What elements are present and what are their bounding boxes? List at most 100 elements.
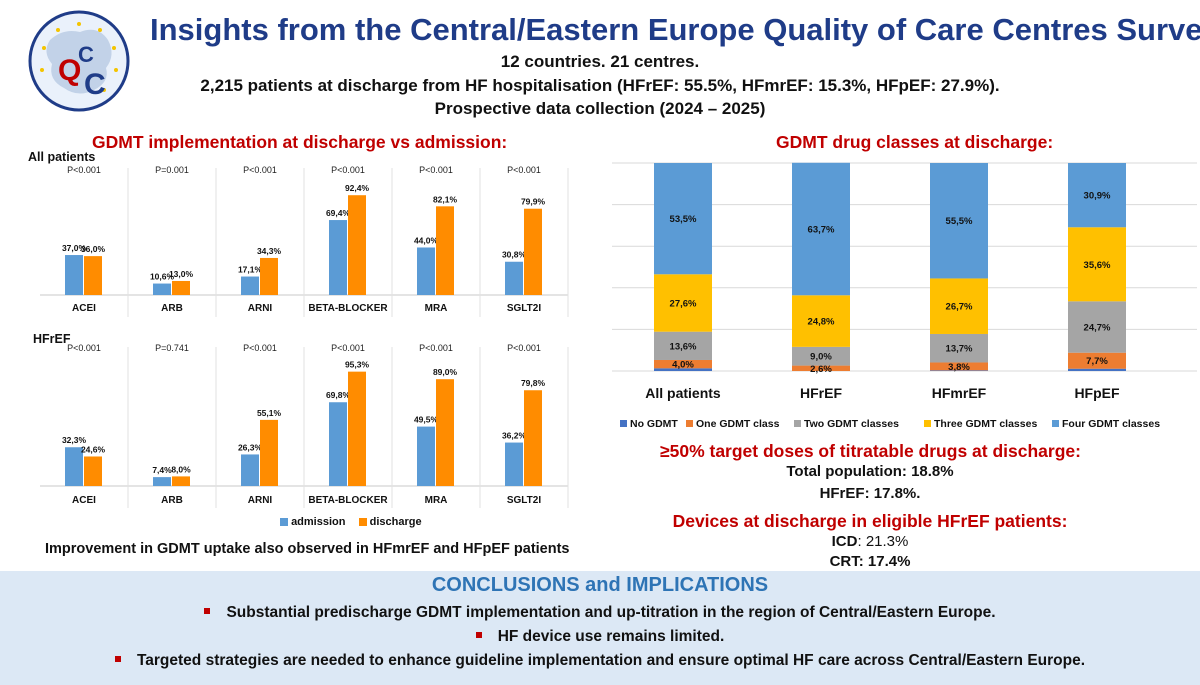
data-label-discharge-sglt2i: 79,8% xyxy=(521,378,546,388)
data-label-admission-sglt2i: 30,8% xyxy=(502,250,527,260)
segment-label-one-gdmt-class-hfmref: 3,8% xyxy=(948,362,970,373)
data-label-admission-beta-blocker: 69,8% xyxy=(326,390,351,400)
segment-no-gdmt-hfmref xyxy=(930,370,988,371)
segment-label-two-gdmt-classes-hfpef: 24,7% xyxy=(1084,323,1111,334)
segment-label-two-gdmt-classes-hfref: 9,0% xyxy=(810,352,832,363)
category-label-hfref: HFrEF xyxy=(800,385,842,401)
category-label-mra: MRA xyxy=(425,495,448,506)
segment-label-three-gdmt-classes-hfmref: 26,7% xyxy=(946,302,973,313)
legend-swatch-two-gdmt-classes xyxy=(794,420,801,427)
legend-swatch-three-gdmt-classes xyxy=(924,420,931,427)
bar-discharge-mra xyxy=(436,206,454,295)
category-label-arni: ARNI xyxy=(248,495,273,506)
conclusion-text-3: Targeted strategies are needed to enhanc… xyxy=(136,652,1086,669)
segment-no-gdmt-all-patients xyxy=(654,368,712,371)
grouped-legend: admission discharge xyxy=(280,516,422,528)
category-label-hfmref: HFmrEF xyxy=(932,385,987,401)
segment-two-gdmt-classes-all-patients xyxy=(654,331,712,360)
conclusion-bullet-3: Targeted strategies are needed to enhanc… xyxy=(0,652,1200,670)
bar-admission-arni xyxy=(241,454,259,486)
data-label-discharge-acei: 36,0% xyxy=(81,244,106,254)
legend-swatch-no-gdmt xyxy=(620,420,627,427)
segment-one-gdmt-class-hfmref xyxy=(930,362,988,371)
conclusion-text-2: HF device use remains limited. xyxy=(497,628,725,645)
data-label-admission-arni: 17,1% xyxy=(238,265,263,275)
p-value-label: P<0.001 xyxy=(419,343,453,353)
bar-admission-acei xyxy=(65,255,83,295)
panel-label-all-patients: All patients xyxy=(28,150,96,164)
gdmt-implementation-title: GDMT implementation at discharge vs admi… xyxy=(92,132,508,152)
conclusion-text-1: Substantial predischarge GDMT implementa… xyxy=(226,604,996,621)
bar-admission-beta-blocker xyxy=(329,220,347,295)
bar-discharge-arb xyxy=(172,280,190,295)
bar-discharge-arb xyxy=(172,476,190,486)
bar-admission-arni xyxy=(241,276,259,295)
p-value-label: P<0.001 xyxy=(67,165,101,175)
legend-label-three-gdmt-classes: Three GDMT classes xyxy=(934,418,1037,430)
legend-label-four-gdmt-classes: Four GDMT classes xyxy=(1062,418,1160,430)
subtitle-patients: 2,215 patients at discharge from HF hosp… xyxy=(200,76,1000,95)
segment-two-gdmt-classes-hfmref xyxy=(930,333,988,363)
target-doses-title: ≥50% target doses of titratable drugs at… xyxy=(660,441,1081,461)
data-label-discharge-arb: 8,0% xyxy=(171,464,191,474)
segment-label-two-gdmt-classes-hfmref: 13,7% xyxy=(946,344,973,355)
bar-discharge-acei xyxy=(84,456,102,486)
bar-discharge-arni xyxy=(260,419,278,486)
segment-label-one-gdmt-class-hfpef: 7,7% xyxy=(1086,356,1108,367)
conclusions-box xyxy=(0,571,1200,685)
devices-icd: ICD: 21.3% xyxy=(720,533,1020,550)
segment-four-gdmt-classes-hfpef xyxy=(1068,163,1126,228)
bar-discharge-sglt2i xyxy=(524,390,542,486)
bar-admission-acei xyxy=(65,447,83,486)
target-total-population: Total population: 18.8% xyxy=(786,463,954,480)
segment-three-gdmt-classes-hfpef xyxy=(1068,227,1126,302)
data-label-discharge-sglt2i: 79,9% xyxy=(521,197,546,207)
bar-admission-sglt2i xyxy=(505,442,523,486)
p-value-label: P<0.001 xyxy=(243,165,277,175)
legend-label-one-gdmt-class: One GDMT class xyxy=(696,418,780,430)
p-value-label: P<0.001 xyxy=(331,343,365,353)
category-label-sglt2i: SGLT2I xyxy=(507,495,541,506)
legend-swatch-admission xyxy=(280,518,288,527)
bar-admission-mra xyxy=(417,247,435,295)
legend-label-no-gdmt: No GDMT xyxy=(630,418,678,430)
segment-label-four-gdmt-classes-hfmref: 55,5% xyxy=(946,216,973,227)
data-label-discharge-beta-blocker: 92,4% xyxy=(345,183,370,193)
conclusion-bullet-1: Substantial predischarge GDMT implementa… xyxy=(0,604,1200,622)
p-value-label: P=0.001 xyxy=(155,165,189,175)
data-label-discharge-arni: 55,1% xyxy=(257,408,282,418)
bar-discharge-sglt2i xyxy=(524,208,542,295)
category-label-mra: MRA xyxy=(425,303,448,314)
legend-swatch-discharge xyxy=(358,518,367,527)
p-value-label: P<0.001 xyxy=(331,165,365,175)
gdmt-classes-title: GDMT drug classes at discharge: xyxy=(776,132,1054,152)
segment-one-gdmt-class-hfref xyxy=(792,365,850,371)
panel-label-hfref: HFrEF xyxy=(33,332,71,346)
segment-label-three-gdmt-classes-hfpef: 35,6% xyxy=(1084,260,1111,271)
data-label-admission-mra: 44,0% xyxy=(414,235,439,245)
data-label-admission-acei: 37,0% xyxy=(62,243,87,253)
category-label-all-patients: All patients xyxy=(645,385,721,401)
logo-letter-q: Q xyxy=(58,54,81,87)
p-value-label: P<0.001 xyxy=(507,165,541,175)
data-label-discharge-arni: 34,3% xyxy=(257,246,282,256)
segment-label-four-gdmt-classes-hfpef: 30,9% xyxy=(1084,191,1111,202)
segment-label-one-gdmt-class-hfref: 2,6% xyxy=(810,364,832,375)
segment-no-gdmt-hfpef xyxy=(1068,368,1126,371)
legend-label-admission: admission xyxy=(291,516,346,528)
data-label-admission-arb: 10,6% xyxy=(150,272,175,282)
category-label-arni: ARNI xyxy=(248,303,273,314)
data-label-discharge-mra: 89,0% xyxy=(433,367,458,377)
p-value-label: P<0.001 xyxy=(67,343,101,353)
segment-two-gdmt-classes-hfpef xyxy=(1068,301,1126,353)
subtitle-collection: Prospective data collection (2024 – 2025… xyxy=(434,99,766,118)
p-value-label: P=0.741 xyxy=(155,343,189,353)
bar-discharge-beta-blocker xyxy=(348,371,366,486)
qcc-logo: Q C C xyxy=(28,10,130,112)
page-title: Insights from the Central/Eastern Europe… xyxy=(150,12,1200,47)
category-label-beta-blocker: BETA-BLOCKER xyxy=(308,303,388,314)
subtitle-countries: 12 countries. 21 centres. xyxy=(500,52,700,71)
segment-three-gdmt-classes-hfref xyxy=(792,295,850,347)
segment-one-gdmt-class-all-patients xyxy=(654,359,712,369)
p-value-label: P<0.001 xyxy=(507,343,541,353)
